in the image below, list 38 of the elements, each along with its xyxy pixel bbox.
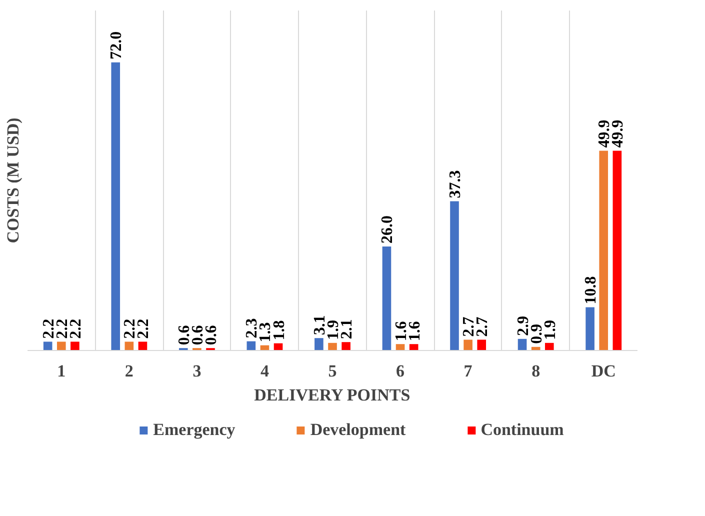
bar (328, 342, 337, 350)
bar (56, 342, 66, 350)
x-tick-label: 8 (532, 362, 540, 380)
x-tick-label: DC (591, 362, 616, 380)
bar (464, 340, 472, 350)
x-tick-label: 7 (464, 362, 473, 380)
bar (111, 62, 120, 350)
bar (612, 150, 622, 350)
legend-label: Continuum (480, 420, 564, 440)
data-label: 26.0 (379, 215, 396, 244)
x-tick-label: 3 (192, 362, 202, 380)
x-tick-label: 4 (260, 362, 270, 380)
legend-label: Emergency (153, 420, 236, 440)
bar (518, 338, 527, 350)
x-tick-label: 6 (396, 362, 405, 380)
bar (450, 201, 459, 350)
bar (43, 342, 52, 350)
x-tick-label: 1 (57, 362, 66, 380)
bar (138, 342, 148, 350)
bar (544, 342, 554, 350)
bar (477, 340, 486, 350)
bar (396, 344, 405, 350)
bar (382, 246, 392, 350)
x-tick-label: 5 (328, 362, 337, 380)
y-axis-title: COSTS (M USD) (4, 118, 22, 244)
bar (314, 338, 324, 350)
data-label: 10.8 (582, 276, 600, 304)
bar (124, 342, 134, 350)
bar (409, 344, 418, 350)
bar (70, 342, 80, 350)
x-axis-title: DELIVERY POINTS (254, 386, 410, 404)
legend-label: Development (310, 420, 406, 440)
bar (342, 342, 350, 350)
bar (599, 150, 608, 350)
data-label: 37.3 (447, 170, 464, 198)
x-tick-label: 2 (124, 362, 134, 380)
data-label: 72.0 (108, 31, 126, 60)
bar (586, 307, 594, 350)
